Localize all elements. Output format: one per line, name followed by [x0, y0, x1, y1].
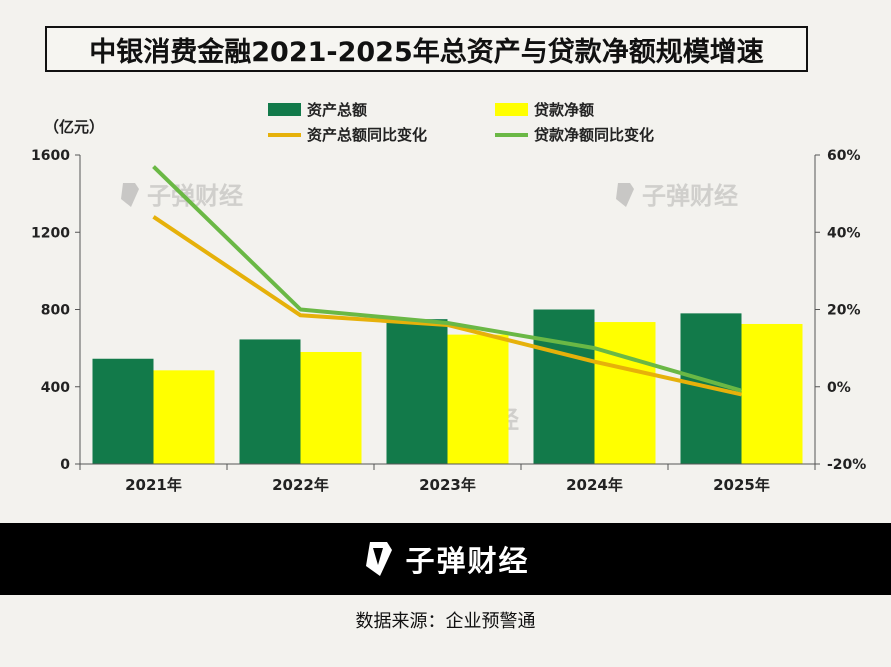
y-tick-label: 1600 — [31, 148, 70, 164]
bar-asset-total — [239, 339, 301, 464]
legend-label-loan-yoy: 贷款净额同比变化 — [534, 126, 655, 144]
legend-swatch-net-loans — [495, 103, 528, 116]
x-tick-label: 2022年 — [272, 476, 329, 494]
legend-label-asset-yoy: 资产总额同比变化 — [307, 126, 428, 144]
bar-asset-total — [533, 309, 595, 464]
y-tick-label: 400 — [41, 380, 70, 396]
axes-layer: 0 400 800 1200 1600 -20% 0% 20% 40% 60% 2021年 2022年… — [31, 148, 866, 494]
bar-asset-total — [386, 319, 448, 464]
y2-tick-label: 0% — [827, 380, 851, 396]
y-axis-unit-label: （亿元） — [44, 118, 105, 136]
bar-net-loans — [594, 322, 656, 464]
series-line-loan-yoy — [152, 165, 743, 393]
y-tick-label: 0 — [60, 457, 70, 473]
bar-net-loans — [153, 370, 215, 464]
x-tick-label: 2023年 — [419, 476, 476, 494]
legend-item-asset-total: 资产总额 — [268, 99, 367, 120]
x-tick-label: 2025年 — [713, 476, 770, 494]
watermark-top-right: 子弹财经 — [612, 176, 738, 211]
legend-swatch-loan-yoy — [495, 132, 528, 137]
bar-asset-total — [92, 358, 154, 464]
chart-plot: 0 400 800 1200 1600 -20% 0% 20% 40% 60% 2021年 2022年… — [31, 148, 866, 494]
y2-tick-label: -20% — [827, 457, 866, 473]
chart-title: 中银消费金融2021-2025年总资产与贷款净额规模增速 — [45, 26, 808, 72]
y2-tick-label: 20% — [827, 303, 861, 319]
y-tick-label: 1200 — [31, 225, 70, 241]
legend-label-net-loans: 贷款净额 — [534, 101, 595, 119]
bar-net-loans — [741, 323, 803, 464]
bar-net-loans — [300, 351, 362, 464]
data-source-note: 数据来源：企业预警通 — [355, 611, 536, 632]
footer-banner: 子弹财经 — [0, 523, 891, 595]
bar-net-loans — [447, 334, 509, 464]
y-tick-label: 800 — [41, 303, 70, 319]
bullet-logo-icon — [616, 182, 634, 207]
x-tick-label: 2021年 — [125, 476, 182, 494]
footer-brand-name: 子弹财经 — [405, 544, 530, 578]
lines-layer — [152, 165, 743, 397]
legend-item-loan-yoy: 贷款净额同比变化 — [495, 124, 654, 145]
legend-swatch-asset-yoy — [268, 132, 301, 137]
y2-tick-label: 40% — [827, 225, 861, 241]
bullet-logo-icon — [366, 542, 393, 576]
x-tick-label: 2024年 — [566, 476, 623, 494]
legend-item-asset-yoy: 资产总额同比变化 — [268, 124, 427, 145]
y2-tick-label: 60% — [827, 148, 861, 164]
bars-layer — [92, 309, 803, 464]
legend-label-asset-total: 资产总额 — [307, 101, 368, 119]
legend-item-net-loans: 贷款净额 — [495, 99, 594, 120]
legend-swatch-asset-total — [268, 103, 301, 116]
bullet-logo-icon — [121, 182, 139, 207]
watermark-text: 子弹财经 — [642, 182, 738, 210]
